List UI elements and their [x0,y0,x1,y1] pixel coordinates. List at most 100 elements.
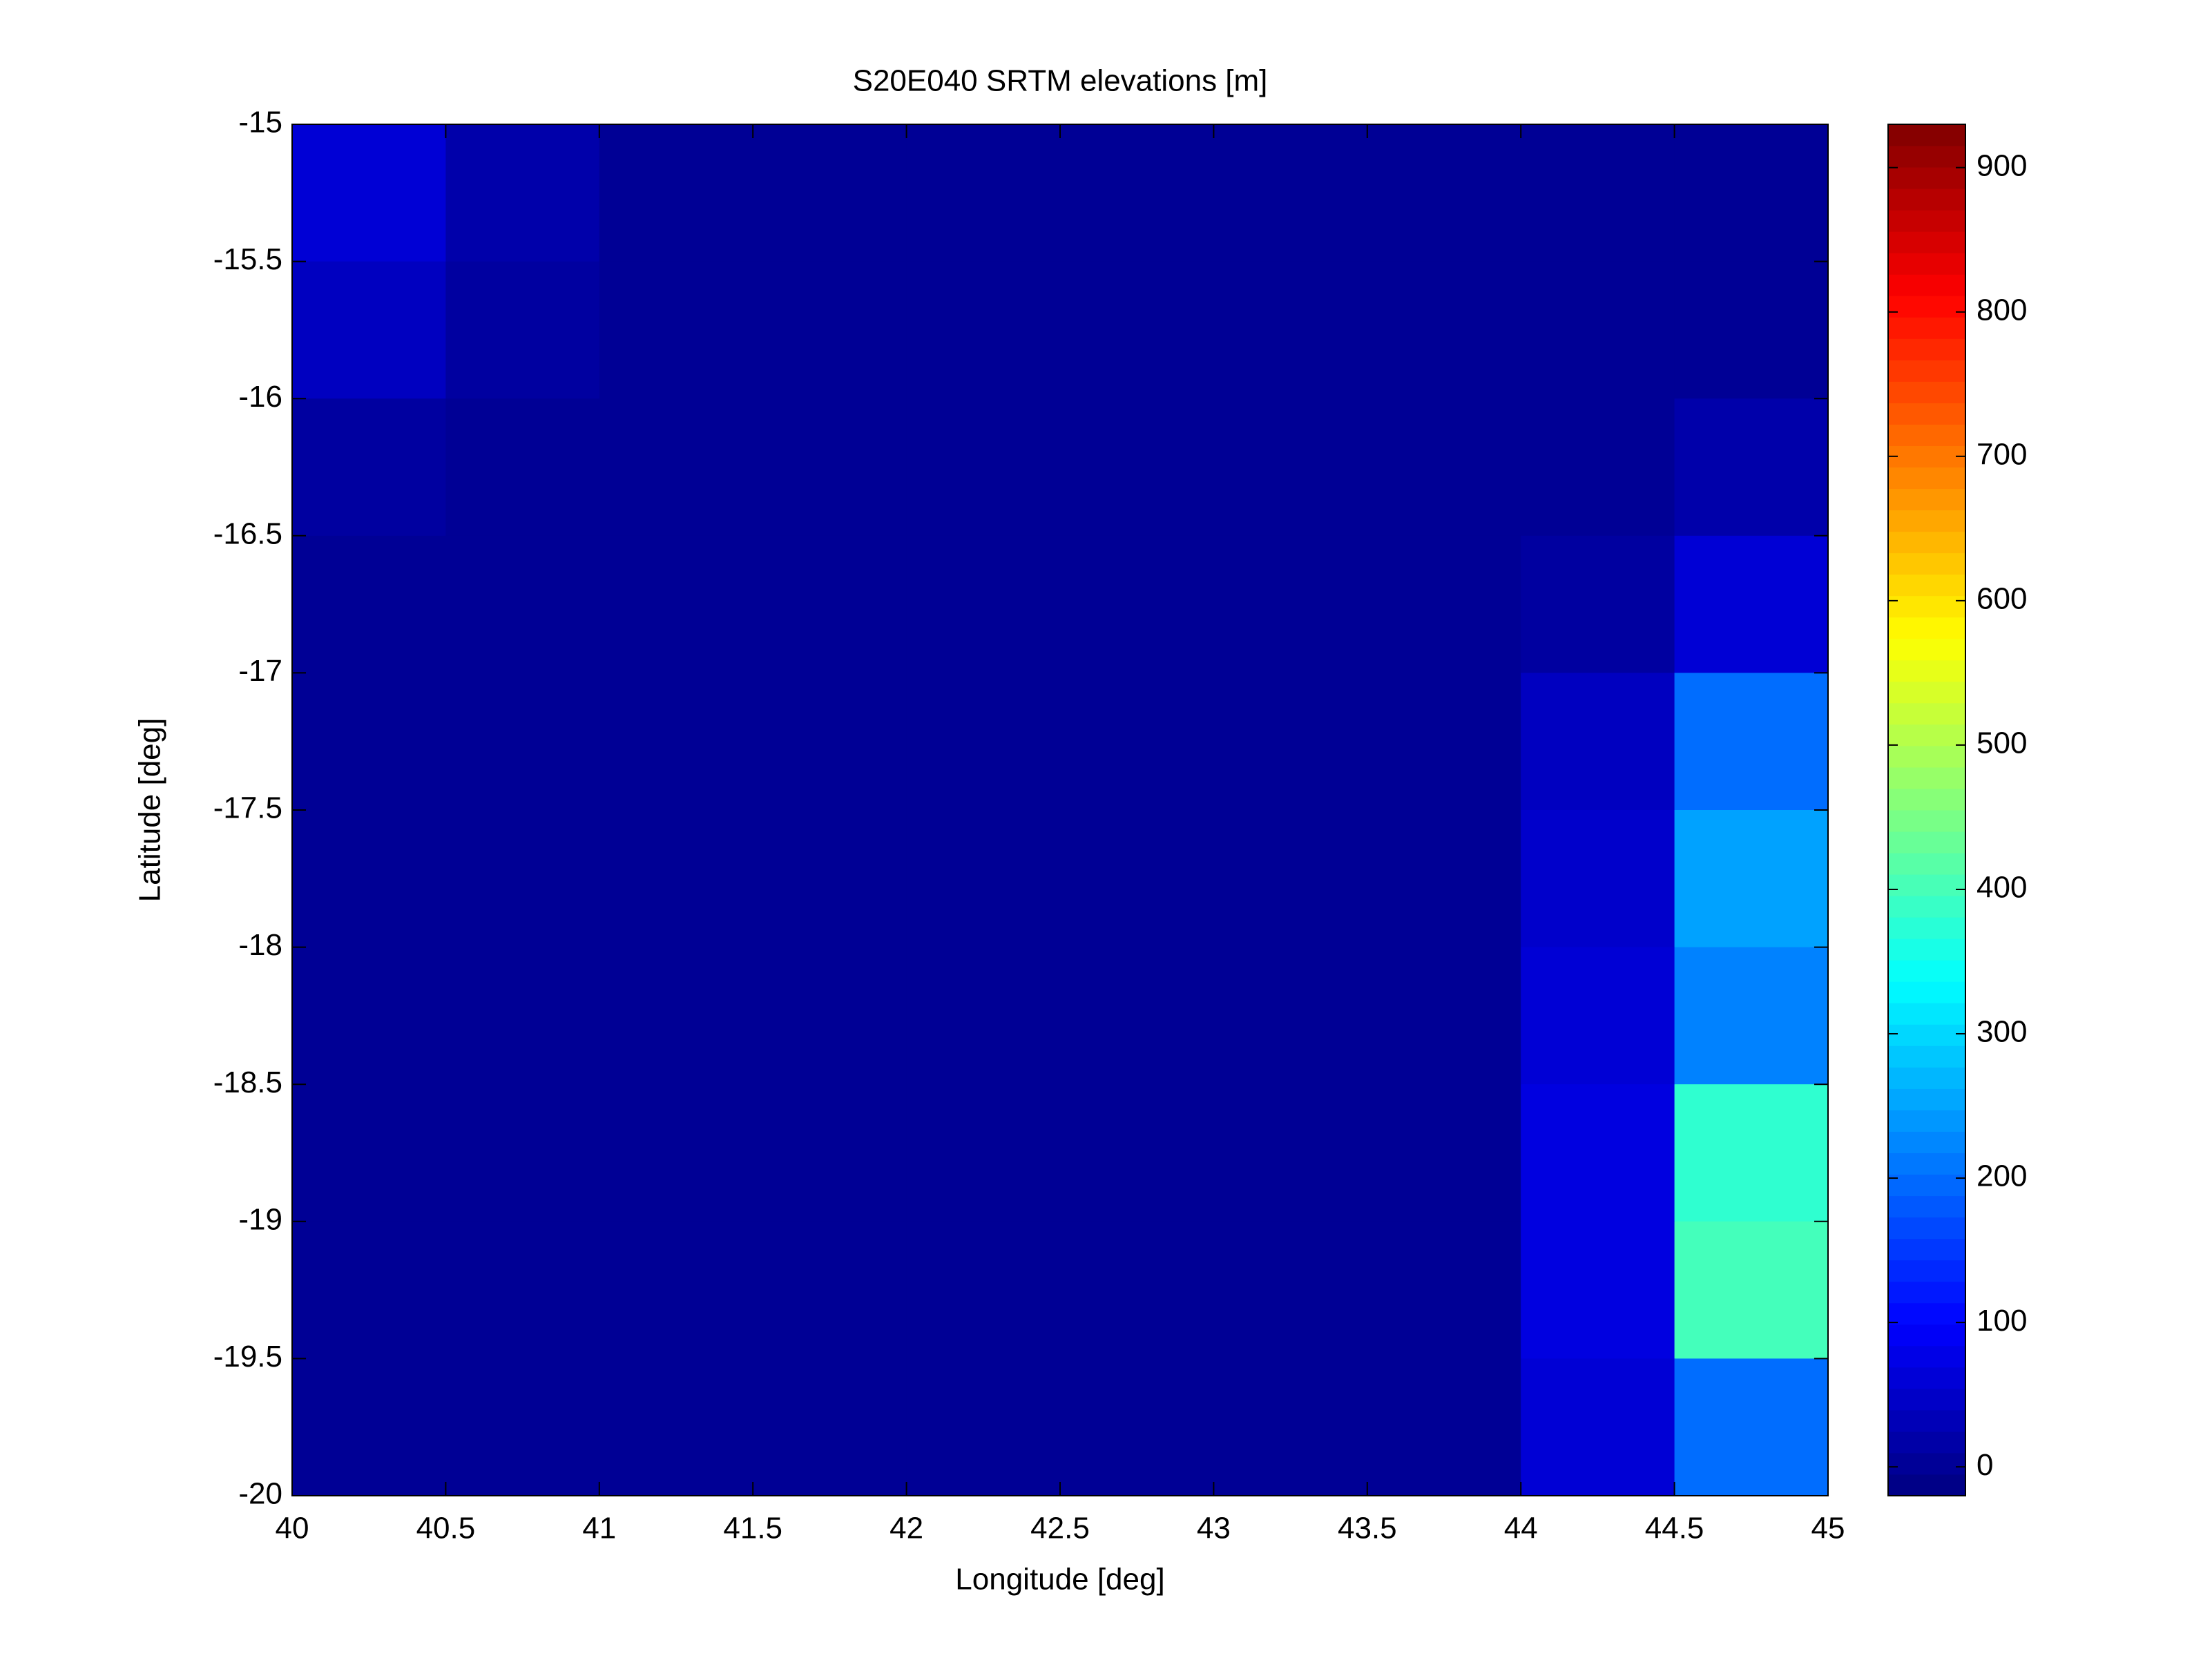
heatmap-cell [599,398,753,537]
colorbar-swatch [1888,1345,1965,1368]
y-axis-label: Latitude [deg] [133,718,167,903]
heatmap-cell [1674,947,1829,1085]
heatmap-cell [906,947,1061,1085]
heatmap-cell [1367,673,1521,811]
colorbar-swatch [1888,1195,1965,1218]
heatmap-cell [1521,673,1675,811]
heatmap-cell [292,673,446,811]
heatmap-cell [445,1358,600,1496]
colorbar-swatch [1888,1024,1965,1046]
heatmap-cell [599,1084,753,1222]
colorbar-swatch [1888,981,1965,1003]
colorbar-swatch [1888,317,1965,339]
heatmap-cell [292,261,446,399]
colorbar-swatch [1888,788,1965,811]
colorbar-swatch [1888,338,1965,360]
colorbar-swatch [1888,1302,1965,1325]
heatmap-cell [753,398,907,537]
heatmap-cell [1674,398,1829,537]
heatmap-cell [292,810,446,948]
colorbar-swatch [1888,124,1965,146]
heatmap-cell [292,398,446,537]
heatmap-cell [1213,673,1368,811]
heatmap-cell [1674,810,1829,948]
colorbar-swatch [1888,1067,1965,1089]
colorbar-swatch [1888,810,1965,832]
colorbar-swatch [1888,938,1965,961]
heatmap-cell [906,673,1061,811]
heatmap-cell [1213,124,1368,262]
colorbar-swatch [1888,724,1965,746]
heatmap-cell [753,535,907,673]
y-tick-label: -15.5 [213,242,282,276]
colorbar-swatch [1888,381,1965,403]
colorbar-swatch [1888,702,1965,725]
heatmap-cell [1674,261,1829,399]
x-tick-label: 45 [1811,1512,1845,1545]
heatmap-cell [1367,535,1521,673]
heatmap-cell [1213,535,1368,673]
colorbar-swatch [1888,1174,1965,1197]
colorbar-tick-label: 900 [1977,148,2027,182]
heatmap-cell [445,810,600,948]
colorbar-swatch [1888,467,1965,490]
y-tick-label: -16 [238,380,282,414]
heatmap-cell [1213,1358,1368,1496]
heatmap-cell [445,673,600,811]
heatmap-cell [753,124,907,262]
heatmap-cell [1060,398,1214,537]
heatmap-cell [1674,673,1829,811]
heatmap-cell [445,124,600,262]
heatmap-cell [1674,535,1829,673]
colorbar-swatch [1888,1153,1965,1175]
heatmap-cell [1060,261,1214,399]
y-tick-label: -18 [238,928,282,962]
colorbar-swatch [1888,638,1965,661]
colorbar-swatch [1888,853,1965,875]
heatmap-cell [1213,1084,1368,1222]
colorbar-swatch [1888,917,1965,939]
heatmap-cell [599,1221,753,1359]
heatmap-cell [906,261,1061,399]
heatmap-cell [292,1084,446,1222]
colorbar-swatch [1888,831,1965,854]
heatmap-cell [292,1221,446,1359]
colorbar-swatch [1888,1110,1965,1132]
colorbar-swatch [1888,1238,1965,1261]
x-tick-label: 43.5 [1338,1512,1397,1545]
colorbar-swatch [1888,424,1965,446]
heatmap-cell [292,947,446,1085]
heatmap-cell [1521,398,1675,537]
heatmap-cell [1521,947,1675,1085]
colorbar-swatch [1888,745,1965,768]
colorbar-swatch [1888,231,1965,253]
colorbar-swatch [1888,960,1965,982]
colorbar-swatch [1888,1474,1965,1496]
y-tick-label: -15 [238,106,282,139]
heatmap-cell [1367,261,1521,399]
x-tick-label: 41.5 [723,1512,782,1545]
colorbar-swatch [1888,1367,1965,1389]
heatmap-cell [1521,810,1675,948]
heatmap-cell [906,535,1061,673]
heatmap-cell [1213,398,1368,537]
heatmap-cell [599,124,753,262]
colorbar-swatch [1888,574,1965,597]
colorbar-swatch [1888,488,1965,511]
heatmap-cell [1674,124,1829,262]
heatmap-cell [445,947,600,1085]
heatmap-cell [1367,810,1521,948]
y-tick-label: -16.5 [213,517,282,550]
colorbar-swatch [1888,896,1965,918]
heatmap-cell [1674,1221,1829,1359]
colorbar-swatch [1888,1324,1965,1347]
x-tick-label: 44 [1504,1512,1538,1545]
y-tick-label: -19 [238,1202,282,1236]
colorbar-tick-label: 400 [1977,871,2027,905]
colorbar-tick-label: 800 [1977,293,2027,327]
heatmap-cell [445,261,600,399]
colorbar-swatch [1888,403,1965,425]
heatmap-cell [1521,261,1675,399]
heatmap-cell [1213,810,1368,948]
